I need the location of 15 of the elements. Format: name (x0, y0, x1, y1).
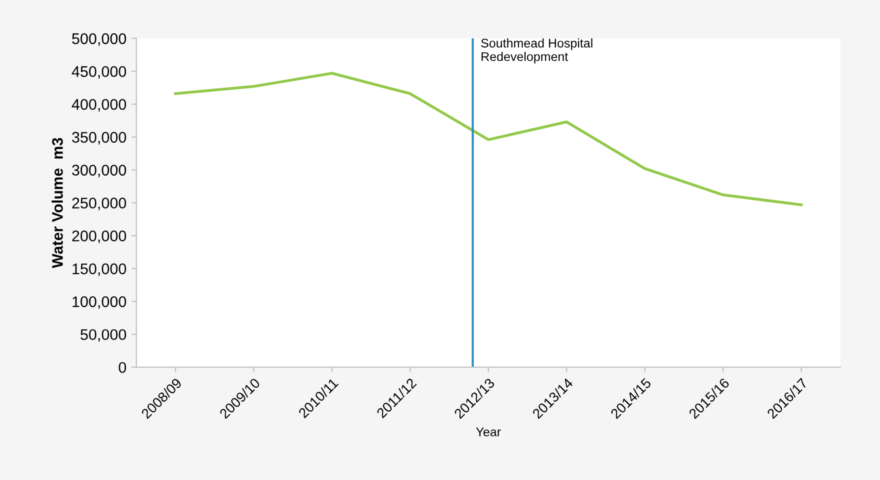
x-axis-title: Year (476, 428, 501, 436)
y-tick-label: 0 (118, 362, 126, 373)
ref-line-label: Southmead Hospital Redevelopment (481, 38, 592, 64)
y-tick-label: 50,000 (80, 329, 126, 342)
y-tick-label: 200,000 (72, 230, 126, 244)
y-tick-label: 450,000 (72, 66, 126, 79)
y-axis-title: Water Volume m3 (52, 138, 63, 268)
y-tick-label: 500,000 (72, 33, 126, 46)
y-tick-label: 350,000 (72, 132, 126, 145)
y-tick-label: 100,000 (72, 296, 126, 309)
line-series (174, 72, 803, 206)
y-tick-label: 150,000 (72, 263, 126, 276)
y-tick-label: 300,000 (72, 164, 126, 178)
y-tick-label: 250,000 (72, 198, 126, 210)
y-tick-label: 400,000 (72, 99, 126, 112)
